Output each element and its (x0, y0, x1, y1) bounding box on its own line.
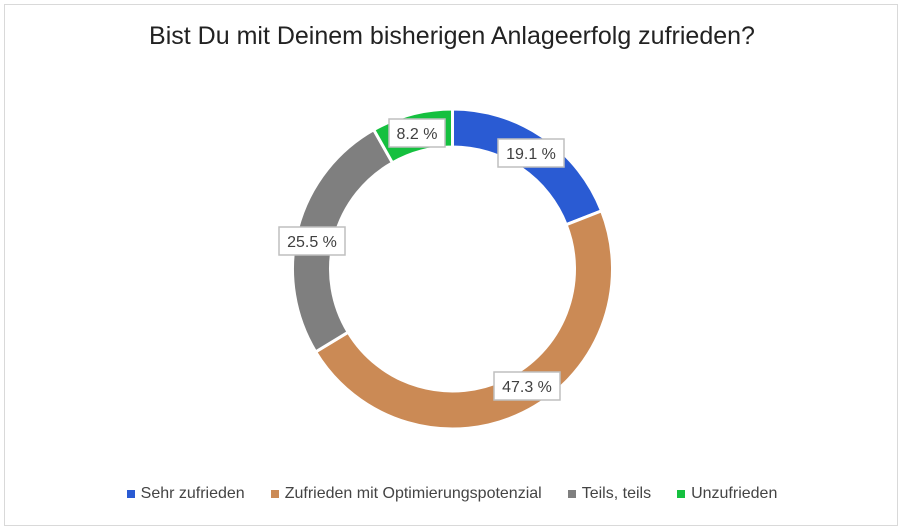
legend-item: Sehr zufrieden (126, 485, 245, 503)
legend-label: Zufrieden mit Optimierungspotenzial (284, 485, 542, 502)
legend-item: Zufrieden mit Optimierungspotenzial (270, 485, 542, 503)
data-label-text: 25.5 % (287, 234, 337, 251)
legend-label: Sehr zufrieden (140, 485, 245, 502)
data-label-text: 19.1 % (506, 146, 556, 163)
data-label-box (388, 118, 446, 148)
donut-slice-zufrieden-mit-optimierungspotenzial (313, 208, 614, 431)
data-label: 19.1 % (497, 138, 565, 168)
legend-item: Teils, teils (567, 485, 652, 503)
legend-swatch (567, 490, 576, 498)
legend-swatch (677, 490, 686, 498)
data-label: 8.2 % (388, 118, 446, 148)
legend-item: Unzufrieden (677, 485, 777, 503)
legend-label: Teils, teils (581, 485, 652, 502)
data-label: 47.3 % (493, 371, 561, 401)
legend-swatch (126, 490, 135, 498)
legend-swatch (270, 490, 279, 498)
data-label-box (493, 371, 561, 401)
legend-label: Unzufrieden (691, 485, 778, 502)
chart-frame (4, 4, 898, 526)
data-label-box (278, 226, 346, 256)
data-label: 25.5 % (278, 226, 346, 256)
data-label-text: 47.3 % (502, 379, 552, 396)
data-label-box (497, 138, 565, 168)
legend: Sehr zufrieden Zufrieden mit Optimierungs… (0, 485, 904, 503)
data-label-text: 8.2 % (397, 126, 438, 143)
chart-title: Bist Du mit Deinem bisherigen Anlageerfo… (149, 22, 755, 50)
